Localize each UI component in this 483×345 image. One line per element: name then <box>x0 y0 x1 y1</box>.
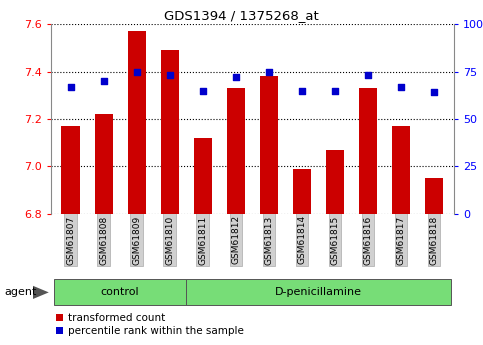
Bar <box>61 126 80 214</box>
Legend: transformed count, percentile rank within the sample: transformed count, percentile rank withi… <box>56 313 244 336</box>
Point <box>166 73 173 78</box>
Bar <box>128 31 146 214</box>
Bar <box>227 88 245 214</box>
Text: agent: agent <box>5 287 37 297</box>
Point <box>67 84 74 90</box>
Point <box>430 90 438 95</box>
Polygon shape <box>33 286 49 299</box>
Point <box>265 69 273 75</box>
Bar <box>392 126 410 214</box>
Bar <box>293 169 311 214</box>
Text: D-penicillamine: D-penicillamine <box>275 287 362 297</box>
Point <box>331 88 339 93</box>
Bar <box>425 178 443 214</box>
Bar <box>260 76 278 214</box>
Bar <box>359 88 377 214</box>
Point <box>298 88 306 93</box>
Point <box>364 73 372 78</box>
Text: control: control <box>101 287 140 297</box>
Bar <box>194 138 212 214</box>
Point <box>232 75 240 80</box>
Point <box>100 78 108 84</box>
Text: GDS1394 / 1375268_at: GDS1394 / 1375268_at <box>164 9 319 22</box>
Bar <box>161 50 179 214</box>
Point <box>199 88 207 93</box>
Point <box>133 69 141 75</box>
Point <box>397 84 405 90</box>
Bar <box>95 114 113 214</box>
Bar <box>326 150 344 214</box>
